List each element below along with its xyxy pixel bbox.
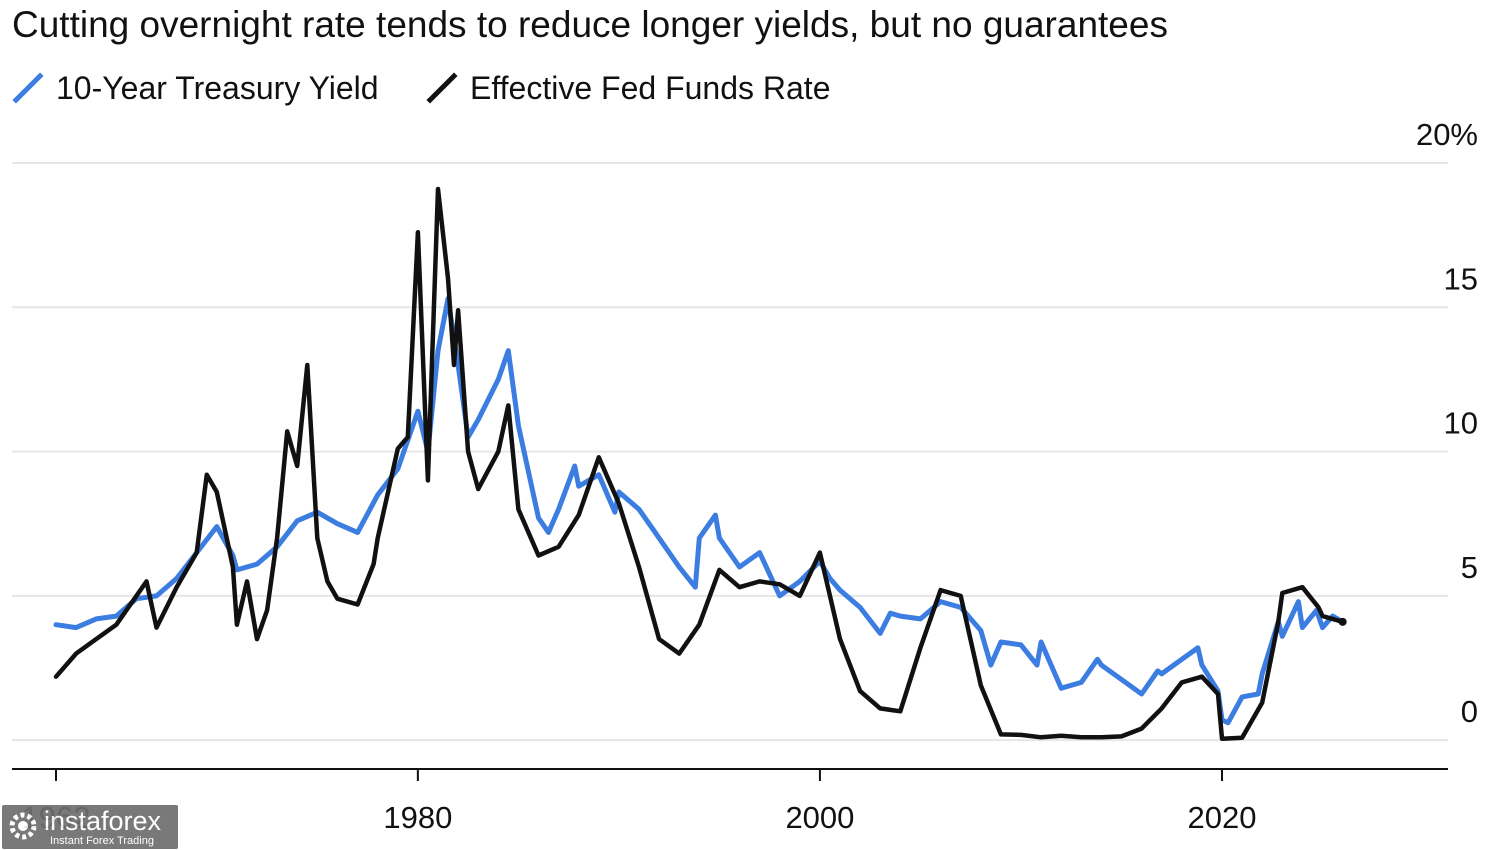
gear-logo-icon bbox=[9, 812, 37, 840]
y-tick-label: 15 bbox=[1444, 261, 1478, 296]
y-tick-label: 20% bbox=[1416, 117, 1478, 152]
y-tick-label: 10 bbox=[1444, 406, 1478, 441]
series-line-fed-funds bbox=[53, 186, 1345, 741]
legend-swatch-treasury bbox=[12, 72, 44, 104]
legend-label-treasury: 10-Year Treasury Yield bbox=[56, 70, 379, 106]
instaforex-watermark: instaforex Instant Forex Trading bbox=[2, 805, 178, 849]
legend-label-fed-funds: Effective Fed Funds Rate bbox=[470, 70, 831, 106]
series-end-point bbox=[1338, 617, 1347, 626]
watermark-name: instaforex bbox=[44, 806, 162, 836]
series-line-treasury bbox=[53, 296, 1346, 726]
chart-title: Cutting overnight rate tends to reduce l… bbox=[12, 4, 1168, 45]
legend-swatch-fed-funds bbox=[426, 72, 458, 104]
grid-lines bbox=[12, 162, 1448, 742]
y-tick-label: 0 bbox=[1461, 694, 1478, 729]
axis-layer: 20%1510501962198020002020 bbox=[12, 117, 1478, 835]
x-tick-label: 2000 bbox=[785, 800, 854, 835]
watermark-tagline: Instant Forex Trading bbox=[50, 835, 154, 847]
x-tick-label: 1980 bbox=[383, 800, 452, 835]
y-tick-label: 5 bbox=[1461, 550, 1478, 585]
series-layer bbox=[53, 186, 1347, 741]
x-tick-label: 2020 bbox=[1188, 800, 1257, 835]
